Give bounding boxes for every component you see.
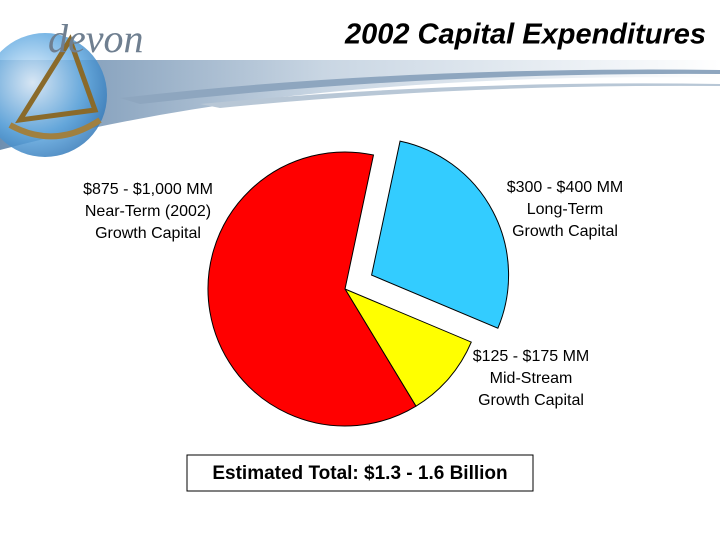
- total-box: [186, 454, 534, 492]
- pie-slice: [207, 151, 417, 427]
- slice-label: Mid-Stream: [490, 370, 573, 387]
- pie-slice: [371, 140, 510, 329]
- slice-label: Growth Capital: [95, 225, 201, 242]
- sextant: [15, 34, 99, 124]
- logo: devon: [48, 16, 144, 61]
- total: Estimated Total: $1.3 - 1.6 Billion: [212, 463, 507, 484]
- pie: [207, 140, 510, 427]
- slice-label: $300 - $400 MM: [507, 179, 624, 196]
- slice-label: Growth Capital: [512, 223, 618, 240]
- slice-label: Near-Term (2002): [85, 203, 211, 220]
- slice-label: Long-Term: [527, 201, 603, 218]
- slice-label: $875 - $1,000 MM: [83, 181, 213, 198]
- slice-label: $125 - $175 MM: [473, 348, 590, 365]
- title: 2002 Capital Expenditures: [344, 19, 706, 51]
- slice-label: Growth Capital: [478, 392, 584, 409]
- sextant-arc: [8, 117, 102, 140]
- header-stripe: [200, 83, 720, 108]
- pie-slice: [343, 287, 472, 407]
- header-stripe: [120, 69, 720, 104]
- header-band: [0, 60, 720, 150]
